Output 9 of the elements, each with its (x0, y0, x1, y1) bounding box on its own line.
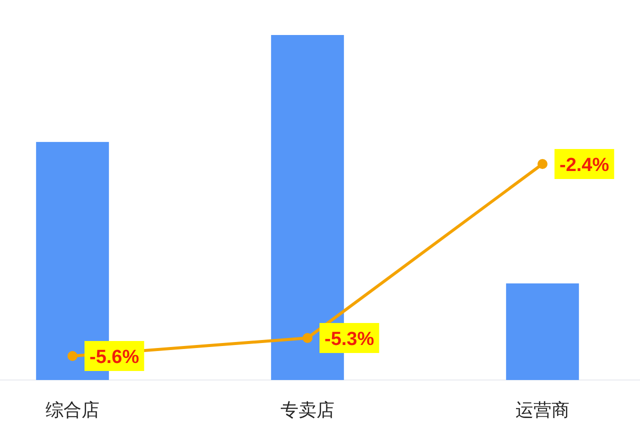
value-label: -5.6% (84, 341, 144, 371)
x-tick-label: 专卖店 (280, 400, 334, 420)
data-label: -2.4% (560, 155, 610, 176)
x-tick-label: 运营商 (516, 400, 570, 420)
value-label: -5.3% (320, 323, 380, 353)
value-label: -2.4% (554, 149, 614, 179)
data-label: -5.3% (324, 329, 374, 350)
x-tick-label: 综合店 (46, 400, 100, 420)
data-label: -5.6% (90, 347, 140, 368)
